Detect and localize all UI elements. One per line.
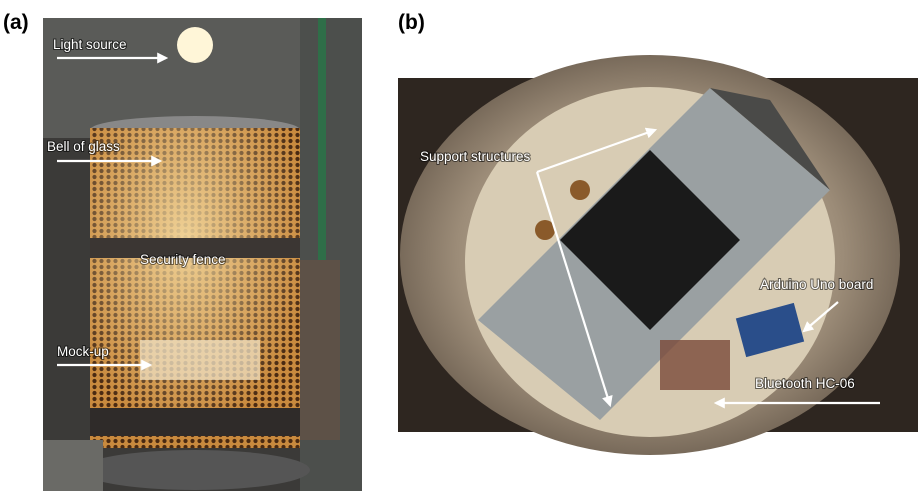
annotation: Light source: [53, 37, 127, 52]
figure: (a) (b) Light source Bell of glass Secur…: [0, 0, 918, 491]
annotation: Bluetooth HC-06: [755, 376, 855, 391]
annotation: Bell of glass: [47, 139, 120, 154]
photo-b: [398, 55, 918, 455]
annotation: Support structures: [420, 149, 531, 164]
annotation: Security fence: [140, 252, 226, 267]
annotation: Arduino Uno board: [760, 277, 873, 292]
panel-label: (a): [3, 11, 29, 34]
annotation: Mock-up: [57, 344, 109, 359]
panel-label: (b): [398, 11, 425, 34]
